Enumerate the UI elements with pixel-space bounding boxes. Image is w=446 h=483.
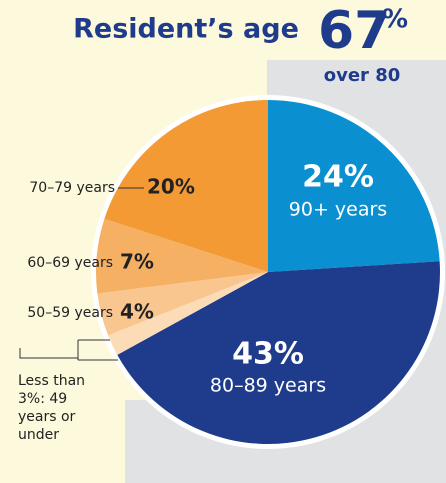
leader [19, 348, 78, 359]
category-label: 70–79 years [29, 180, 115, 196]
chart-title: Resident’s age [73, 14, 299, 45]
category-label: 80–89 years [210, 375, 326, 397]
value-label: 7% [120, 250, 154, 274]
pie-slice [104, 100, 269, 272]
pie-slice [97, 272, 269, 336]
category-label: 60–69 years [27, 255, 113, 271]
pie-slice [108, 272, 268, 355]
headline: 67 [318, 1, 390, 61]
category-label: 49 years or under [18, 391, 76, 443]
value-label: 43% [232, 337, 304, 372]
small-slice-label: Less than 3%: 49 years or under [18, 372, 88, 444]
value-label: 20% [147, 175, 195, 199]
category-label: 50–59 years [27, 305, 113, 321]
value-label: 24% [302, 160, 374, 195]
pie-slice [117, 261, 440, 444]
pie-slice [268, 100, 440, 272]
category-label: 90+ years [289, 199, 387, 221]
headline-unit: % [382, 5, 408, 35]
headline-note: over 80 [324, 65, 401, 86]
pie-slice [96, 218, 269, 294]
value-label: 4% [120, 300, 154, 324]
value-label: Less than 3%: [18, 373, 86, 407]
